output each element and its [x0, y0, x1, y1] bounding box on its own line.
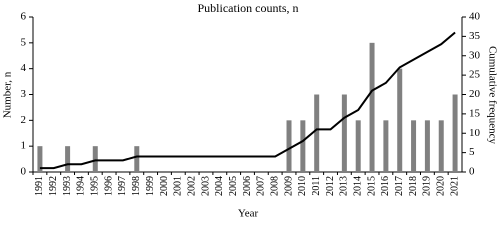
x-tick-label: 2007: [256, 176, 267, 196]
x-tick-label: 2015: [366, 176, 377, 196]
x-tick-label: 2003: [200, 176, 211, 196]
x-tick-label: 2017: [394, 176, 405, 196]
bar: [452, 94, 458, 172]
bar: [369, 42, 375, 173]
bar: [397, 68, 403, 172]
x-axis-label: Year: [238, 208, 259, 220]
chart-title: Publication counts, n: [198, 1, 299, 15]
bar: [65, 146, 71, 172]
x-tick-label: 1998: [131, 176, 142, 196]
x-tick-label: 2010: [297, 176, 308, 196]
x-tick-label: 2005: [228, 176, 239, 196]
bar: [92, 146, 98, 172]
cumulative-line: [39, 31, 456, 170]
x-tick-label: 2004: [214, 176, 225, 196]
x-tick-label: 2020: [436, 176, 447, 196]
x-tick-label: 2016: [380, 176, 391, 196]
y-tick-label: 3: [21, 88, 27, 100]
x-tick-label: 2008: [269, 176, 280, 196]
x-tick-label: 1999: [145, 176, 156, 196]
x-tick-label: 1992: [48, 176, 59, 196]
bar: [355, 120, 361, 172]
x-tick-label: 2018: [408, 176, 419, 196]
y2-tick-label: 5: [469, 146, 475, 158]
bar: [37, 146, 43, 172]
x-tick-label: 2001: [173, 176, 184, 196]
y2-tick-label: 30: [469, 49, 481, 61]
y2-axis-label: Cumulative frequency: [486, 46, 498, 145]
bar: [300, 120, 306, 172]
y2-tick-label: 25: [469, 69, 481, 81]
y2-tick-label: 35: [469, 30, 481, 42]
x-tick-label: 1995: [90, 176, 101, 196]
x-tick-label: 2000: [159, 176, 170, 196]
x-tick-label: 1994: [76, 176, 87, 196]
x-tick-label: 2021: [449, 176, 460, 196]
x-tick-label: 1996: [103, 176, 114, 196]
bar: [286, 120, 292, 172]
y-tick-label: 4: [21, 62, 27, 74]
x-tick-label: 1991: [34, 176, 45, 196]
bar: [424, 120, 430, 172]
y-tick-label: 1: [21, 140, 27, 152]
x-tick-label: 2006: [242, 176, 253, 196]
bar: [438, 120, 444, 172]
y-tick-label: 2: [21, 114, 27, 126]
x-tick-label: 2012: [325, 176, 336, 196]
bar: [341, 94, 347, 172]
x-tick-label: 2014: [353, 176, 364, 196]
bar: [383, 120, 389, 172]
x-tick-label: 2002: [186, 176, 197, 196]
y-tick-label: 0: [21, 166, 27, 178]
y2-tick-label: 20: [469, 88, 481, 100]
y2-tick-label: 10: [469, 127, 481, 139]
y2-tick-label: 0: [469, 166, 475, 178]
x-tick-label: 2009: [283, 176, 294, 196]
chart: Publication counts, n Year Number, n Cum…: [2, 1, 499, 220]
y2-tick-label: 40: [469, 11, 481, 23]
bar: [134, 146, 140, 172]
y2-tick-label: 15: [469, 107, 481, 119]
bar: [411, 120, 417, 172]
y-tick-label: 5: [21, 36, 27, 48]
y-tick-label: 6: [21, 11, 27, 23]
bar: [314, 94, 320, 172]
x-tick-label: 1997: [117, 176, 128, 196]
x-tick-label: 1993: [62, 176, 73, 196]
x-tick-label: 2011: [311, 176, 322, 196]
y-axis-label: Number, n: [2, 71, 14, 118]
x-tick-label: 2013: [339, 176, 350, 196]
x-tick-label: 2019: [422, 176, 433, 196]
